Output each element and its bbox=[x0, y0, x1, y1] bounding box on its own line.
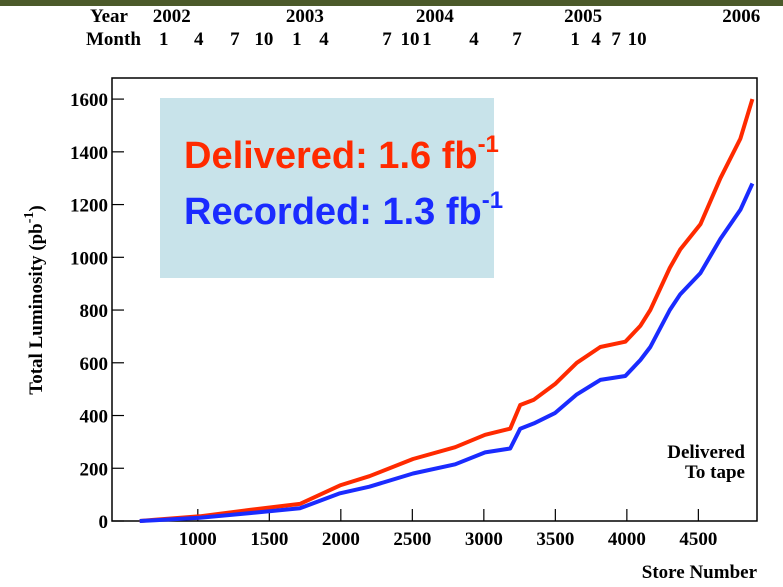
month-label: 7 bbox=[382, 29, 392, 50]
month-label: 7 bbox=[230, 29, 240, 50]
month-label: 7 bbox=[512, 29, 522, 50]
annotation-exponent: -1 bbox=[478, 131, 499, 158]
month-label: 4 bbox=[319, 29, 329, 50]
x-tick-label: 2500 bbox=[393, 529, 431, 550]
y-label-close: ) bbox=[26, 205, 47, 211]
annotation-text: Recorded: 1.3 fb bbox=[184, 191, 482, 233]
y-tick-label: 1000 bbox=[70, 248, 108, 269]
year-title: Year bbox=[90, 6, 129, 27]
year-label: 2002 bbox=[153, 6, 191, 27]
month-label: 4 bbox=[194, 29, 204, 50]
month-label: 10 bbox=[254, 29, 273, 50]
x-tick-label: 3000 bbox=[465, 529, 503, 550]
y-tick-label: 0 bbox=[99, 512, 109, 533]
x-tick-label: 2000 bbox=[322, 529, 360, 550]
y-label-text: Total Luminosity (pb bbox=[26, 223, 47, 394]
legend-entry: Delivered bbox=[667, 442, 745, 463]
y-tick-label: 200 bbox=[80, 459, 109, 480]
year-label: 2003 bbox=[286, 6, 324, 27]
month-label: 10 bbox=[401, 29, 420, 50]
y-axis-label: Total Luminosity (pb-1) bbox=[22, 205, 47, 394]
series-line bbox=[139, 182, 755, 523]
y-tick-label: 1600 bbox=[70, 90, 108, 111]
x-tick-label: 1500 bbox=[250, 529, 288, 550]
year-label: 2006 bbox=[722, 6, 760, 27]
y-tick-label: 800 bbox=[80, 301, 109, 322]
annotation: Recorded: 1.3 fb-1 bbox=[184, 187, 503, 233]
annotation: Delivered: 1.6 fb-1 bbox=[184, 131, 499, 177]
month-label: 4 bbox=[591, 29, 601, 50]
annotation-exponent: -1 bbox=[482, 187, 503, 214]
annotation-box bbox=[160, 98, 494, 278]
x-tick-label: 3500 bbox=[536, 529, 574, 550]
x-axis-label: Store Number bbox=[642, 562, 758, 583]
series-line bbox=[139, 98, 755, 523]
month-label: 1 bbox=[159, 29, 169, 50]
month-label: 10 bbox=[628, 29, 647, 50]
month-title: Month bbox=[86, 29, 141, 50]
y-label-exponent: -1 bbox=[22, 212, 37, 224]
year-label: 2004 bbox=[416, 6, 455, 27]
month-label: 1 bbox=[292, 29, 302, 50]
y-tick-label: 1400 bbox=[70, 143, 108, 164]
x-tick-label: 4500 bbox=[679, 529, 717, 550]
month-label: 1 bbox=[570, 29, 580, 50]
legend-entry: To tape bbox=[685, 462, 745, 483]
year-label: 2005 bbox=[564, 6, 602, 27]
month-label: 1 bbox=[422, 29, 432, 50]
x-tick-label: 1000 bbox=[179, 529, 217, 550]
y-tick-label: 400 bbox=[80, 407, 109, 428]
y-tick-label: 600 bbox=[80, 354, 109, 375]
month-label: 4 bbox=[469, 29, 479, 50]
month-label: 7 bbox=[611, 29, 621, 50]
y-tick-label: 1200 bbox=[70, 196, 108, 217]
photo-strip bbox=[0, 0, 783, 6]
x-tick-label: 4000 bbox=[608, 529, 646, 550]
annotation-text: Delivered: 1.6 fb bbox=[184, 135, 478, 177]
